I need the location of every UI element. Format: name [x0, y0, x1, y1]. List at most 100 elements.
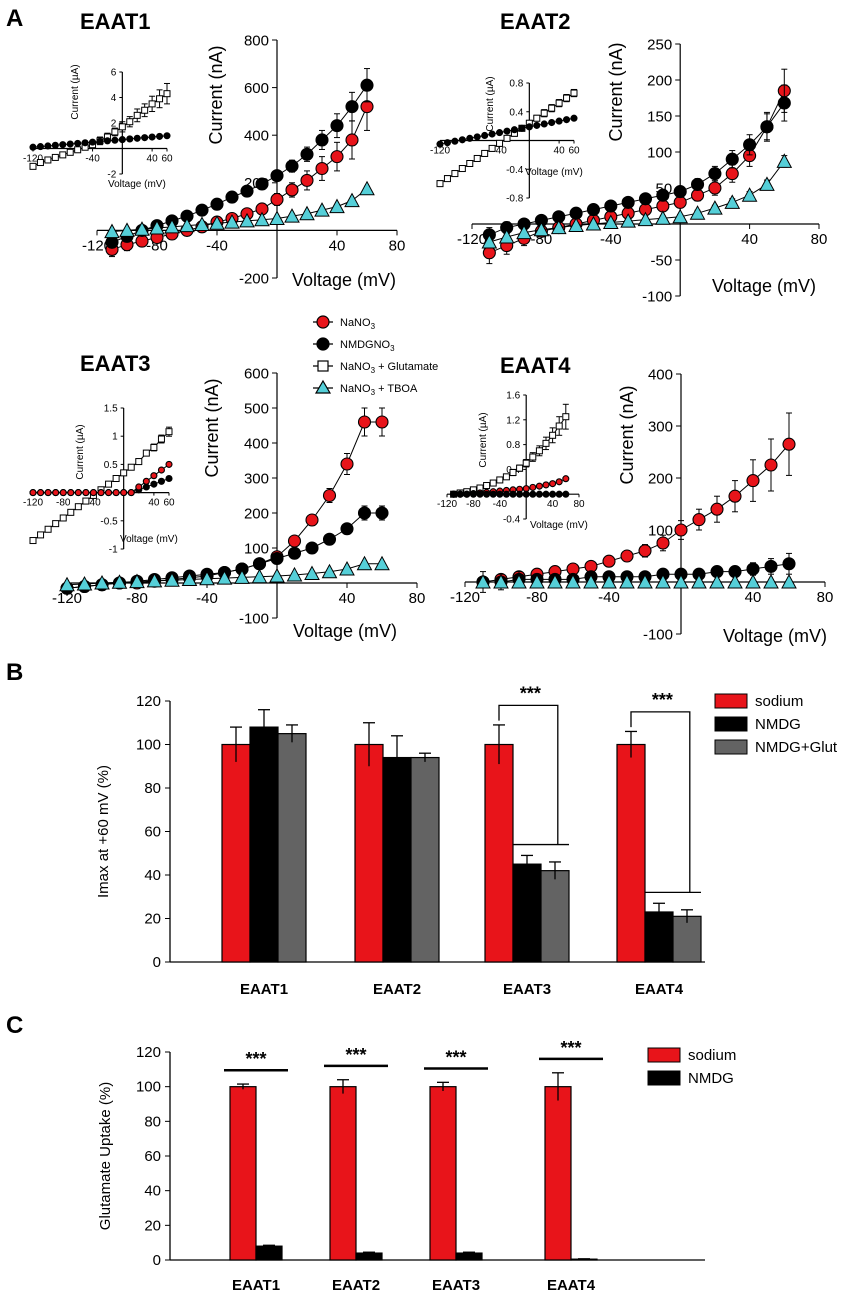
data-point-triangle-cyan	[672, 208, 689, 224]
legend-label-nano3-glutamate: NaNO3 + Glutamate	[340, 361, 438, 375]
data-point-circle-red	[74, 489, 82, 497]
data-point-square-white	[52, 520, 60, 528]
data-point-square-white	[529, 453, 537, 461]
data-point-circle-black	[516, 490, 524, 498]
data-point-triangle-cyan	[475, 573, 491, 589]
data-point-triangle-cyan	[339, 560, 355, 576]
y-tick-label: 400	[648, 366, 673, 383]
y-tick-label: 800	[244, 32, 269, 49]
legend-marker-black-circle	[316, 337, 330, 351]
x-axis-label: Voltage (mV)	[293, 621, 397, 641]
data-point-circle-black	[443, 139, 451, 147]
data-point-circle-black	[562, 490, 570, 498]
data-point-square-white	[44, 156, 52, 164]
x-axis-label: Voltage (mV)	[723, 626, 827, 646]
x-tick-label: 40	[148, 498, 160, 509]
data-point-triangle-cyan	[481, 233, 498, 249]
legend-marker-red-circle	[316, 315, 330, 329]
x-tick-label: -120	[437, 499, 457, 510]
data-point-triangle-cyan	[776, 153, 793, 168]
chart-title: EAAT1	[80, 9, 151, 34]
y-tick-label: 0	[153, 954, 161, 971]
data-point-triangle-cyan	[724, 194, 741, 209]
y-tick-label: 1.6	[506, 391, 520, 402]
data-point-circle-red	[725, 167, 739, 181]
data-point-square-white	[156, 95, 164, 103]
data-point-triangle-cyan	[254, 211, 270, 227]
bar-nmdg	[255, 1245, 283, 1261]
data-point-circle-black	[529, 490, 537, 498]
y-axis-label: Current (µA)	[485, 76, 496, 131]
data-point-triangle-cyan	[286, 566, 303, 582]
data-point-triangle-cyan	[194, 216, 210, 231]
x-tick-label: -40	[85, 154, 100, 165]
y-tick-label: 100	[647, 144, 672, 161]
x-tick-label: 60	[163, 498, 175, 509]
category-label: EAAT4	[635, 981, 684, 998]
data-point-triangle-cyan	[741, 187, 758, 202]
data-point-square-white	[570, 89, 578, 97]
data-point-circle-black	[488, 130, 496, 138]
y-tick-label: -0.4	[506, 165, 524, 176]
data-point-circle-black	[522, 490, 530, 498]
x-tick-label: 80	[573, 499, 585, 510]
x-tick-label: -80	[56, 498, 71, 509]
data-point-circle-black	[74, 139, 82, 147]
y-tick-label: 400	[244, 127, 269, 144]
x-tick-label: -80	[126, 590, 148, 607]
data-point-triangle-cyan	[707, 200, 723, 215]
data-point-square-white	[111, 128, 119, 136]
data-point-circle-red	[135, 483, 143, 491]
data-point-circle-black	[210, 197, 224, 211]
x-tick-label: -80	[526, 589, 548, 606]
y-axis-label: Glutamate Uptake (%)	[97, 1082, 114, 1230]
data-point-triangle-cyan	[745, 573, 761, 589]
bar-sodium	[221, 743, 251, 963]
significance-label: ***	[245, 1049, 266, 1069]
data-point-square-white	[59, 151, 67, 159]
significance-bracket	[498, 704, 559, 845]
legend-panel-a: NaNO3 NMDGNO3 NaNO3 + Glutamate NaNO3 + …	[313, 315, 438, 397]
data-point-square-white	[36, 159, 44, 167]
data-point-circle-red	[602, 554, 616, 568]
series-nano3-glutamate	[450, 403, 570, 498]
data-point-square-white	[503, 134, 511, 142]
category-label: EAAT4	[547, 1277, 596, 1294]
data-point-triangle-cyan	[493, 573, 509, 589]
legend-entry-nano3: NaNO3	[313, 315, 376, 331]
legend-swatch-sodium	[647, 1047, 681, 1063]
data-point-triangle-cyan	[104, 223, 120, 239]
y-tick-label: -50	[651, 252, 673, 269]
data-point-circle-red	[44, 489, 52, 497]
data-point-triangle-cyan	[209, 215, 225, 230]
data-point-triangle-cyan	[585, 215, 602, 231]
data-point-circle-red	[482, 246, 496, 260]
y-tick-label: -100	[643, 626, 673, 643]
bar-nmdg	[382, 756, 412, 963]
data-point-circle-black	[481, 131, 489, 140]
data-point-square-white	[29, 537, 37, 545]
y-tick-label: 0.8	[506, 440, 520, 451]
data-point-circle-red	[782, 437, 796, 451]
x-tick-label: -80	[466, 499, 481, 510]
data-point-circle-black	[51, 141, 59, 149]
data-point-square-white	[74, 503, 82, 511]
data-point-square-white	[483, 482, 491, 490]
data-point-circle-red	[529, 483, 537, 491]
legend-label-nano3: NaNO3	[340, 317, 376, 331]
y-axis-label: Current (nA)	[606, 42, 626, 141]
y-tick-label: 400	[244, 435, 269, 452]
data-point-triangle-cyan	[602, 214, 619, 230]
iv-chart-eaat4: -120 -80 -40 40 80 -100 100 200 300 400 Voltage (m…	[437, 353, 833, 646]
data-point-triangle-cyan	[299, 205, 315, 221]
x-tick-label: -40	[206, 237, 228, 254]
bar-nmdg-glut	[410, 756, 440, 963]
x-tick-label: 40	[554, 146, 566, 157]
data-point-circle-black	[285, 159, 299, 173]
y-tick-label: 0.5	[104, 460, 118, 471]
data-point-triangle-cyan	[356, 555, 373, 571]
bar-nmdg	[455, 1252, 483, 1261]
data-point-circle-black	[466, 134, 474, 142]
data-point-circle-black	[760, 120, 774, 134]
data-point-square-white	[82, 497, 90, 505]
